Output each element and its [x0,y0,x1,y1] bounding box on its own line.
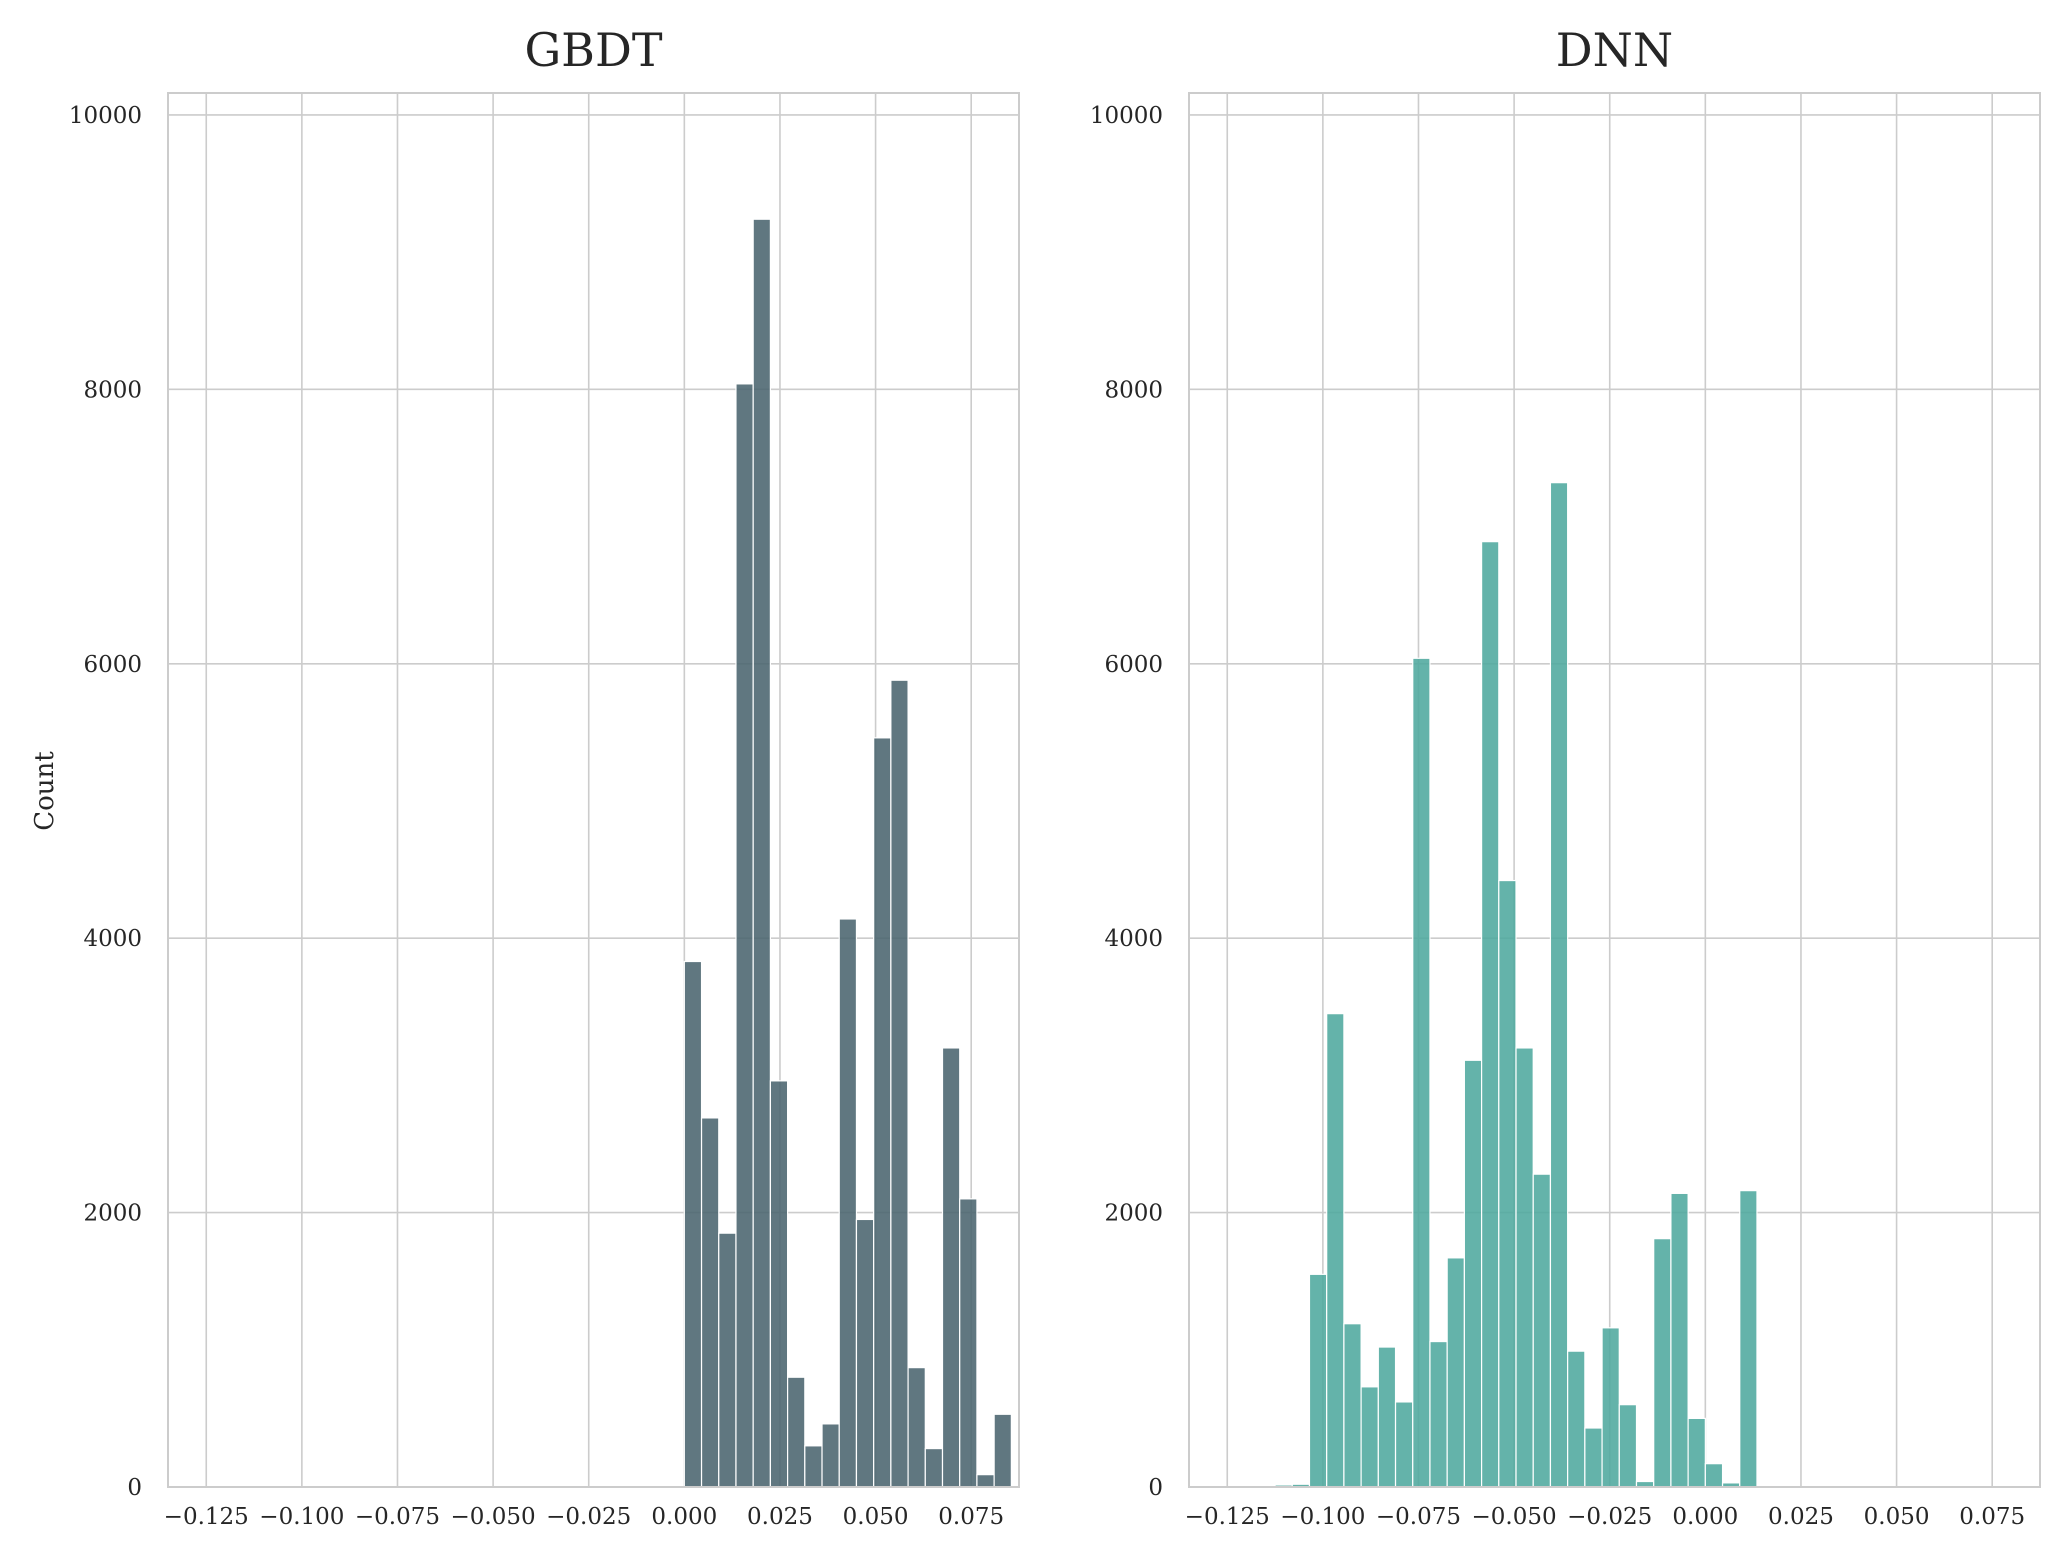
dnn-histogram-bar [1670,1192,1689,1488]
dnn-histogram-bar [1394,1401,1414,1488]
gbdt-histogram-bar [976,1474,995,1488]
gbdt-histogram-bar [924,1447,944,1488]
dnn-histogram-bar [1549,482,1569,1488]
dnn-chart-title: DNN [1556,23,1673,77]
gbdt-y-tick-label: 4000 [83,926,142,952]
gbdt-histogram-bar [941,1047,961,1488]
gbdt-y-tick-label: 2000 [83,1201,142,1227]
gbdt-histogram-bar [838,918,858,1488]
gbdt-x-tick-label: 0.075 [938,1504,1004,1530]
gbdt-x-tick-label: 0.050 [843,1504,909,1530]
gbdt-histogram-bar [890,679,909,1488]
gbdt-x-tick-label: −0.025 [546,1504,631,1530]
dnn-histogram-bar [1326,1013,1345,1488]
dnn-histogram-bar [1618,1404,1638,1488]
dnn-histogram-panel: −0.125 −0.100 −0.075 −0.050 −0.025 0.000 0.025… [1090,23,2041,1530]
dnn-histogram-bar [1498,879,1517,1488]
gbdt-histogram-bar [769,1080,789,1488]
dnn-x-tick-label: 0.000 [1672,1504,1738,1530]
dnn-histogram-bar [1567,1350,1586,1488]
gbdt-histogram-bar [752,218,771,1488]
dnn-x-tick-label: 0.025 [1768,1504,1834,1530]
gbdt-histogram-bar [683,960,703,1488]
gbdt-histogram-bar [787,1376,806,1488]
dnn-x-tick-label: −0.100 [1280,1504,1365,1530]
dnn-histogram-bar [1532,1173,1552,1488]
dnn-x-tick-label: −0.075 [1376,1504,1461,1530]
dnn-histogram-bar [1704,1463,1724,1488]
gbdt-x-tick-label: −0.050 [451,1504,536,1530]
dnn-histogram-bar [1412,657,1431,1488]
dnn-x-tick-label: −0.025 [1567,1504,1652,1530]
dnn-histogram-bar [1308,1273,1328,1488]
dnn-x-tick-label: −0.125 [1185,1504,1270,1530]
dnn-x-tick-label: 0.050 [1864,1504,1930,1530]
gbdt-histogram-bar [855,1218,875,1488]
dnn-histogram-bar [1429,1340,1448,1488]
gbdt-y-tick-label: 6000 [83,652,142,678]
gbdt-chart-title: GBDT [524,23,662,77]
dnn-y-tick-label: 10000 [1090,103,1163,129]
dnn-histogram-bar [1687,1417,1706,1488]
gbdt-histogram-bar [700,1117,720,1488]
gbdt-axes-frame [167,92,1020,1488]
dnn-histogram-bar [1446,1257,1465,1488]
dnn-y-tick-label: 0 [1148,1475,1163,1501]
dnn-x-tick-label: −0.050 [1472,1504,1557,1530]
gbdt-histogram-bar [718,1232,737,1488]
gbdt-histogram-bar [804,1445,823,1488]
dnn-histogram-bar [1515,1047,1534,1488]
gbdt-histogram-bar [993,1413,1012,1488]
gbdt-histogram-bar [873,737,892,1488]
dnn-histogram-bar [1739,1190,1758,1488]
dnn-histogram-bar [1343,1323,1362,1488]
gbdt-y-tick-label: 0 [127,1475,142,1501]
gbdt-histogram-bar [735,383,754,1488]
gbdt-x-tick-label: −0.100 [259,1504,344,1530]
dnn-y-tick-label: 6000 [1104,652,1163,678]
y-axis-label: Count [30,751,60,831]
gbdt-x-tick-label: −0.075 [355,1504,440,1530]
gbdt-y-tick-label: 10000 [69,103,142,129]
gbdt-histogram-panel: −0.125 −0.100 −0.075 −0.050 −0.025 0.000 0.025… [69,23,1020,1530]
dnn-y-tick-label: 2000 [1104,1201,1163,1227]
dnn-histogram-bar [1601,1327,1620,1488]
dnn-axes-frame [1188,92,2041,1488]
gbdt-histogram-bar [821,1423,840,1488]
dnn-histogram-bar [1653,1238,1672,1488]
dnn-histogram-bar [1463,1059,1483,1488]
dnn-histogram-bar [1360,1386,1379,1488]
gbdt-histogram-bar [959,1198,978,1488]
dnn-histogram-bar [1377,1346,1397,1488]
gbdt-histogram-bar [907,1367,926,1488]
dnn-histogram-bar [1584,1427,1603,1488]
gbdt-x-tick-label: −0.125 [164,1504,249,1530]
gbdt-y-tick-label: 8000 [83,377,142,403]
gbdt-x-tick-label: 0.025 [747,1504,813,1530]
gbdt-x-tick-label: 0.000 [651,1504,717,1530]
dnn-x-tick-label: 0.075 [1959,1504,2025,1530]
dnn-y-tick-label: 4000 [1104,926,1163,952]
dnn-histogram-bar [1480,541,1500,1488]
dnn-y-tick-label: 8000 [1104,377,1163,403]
